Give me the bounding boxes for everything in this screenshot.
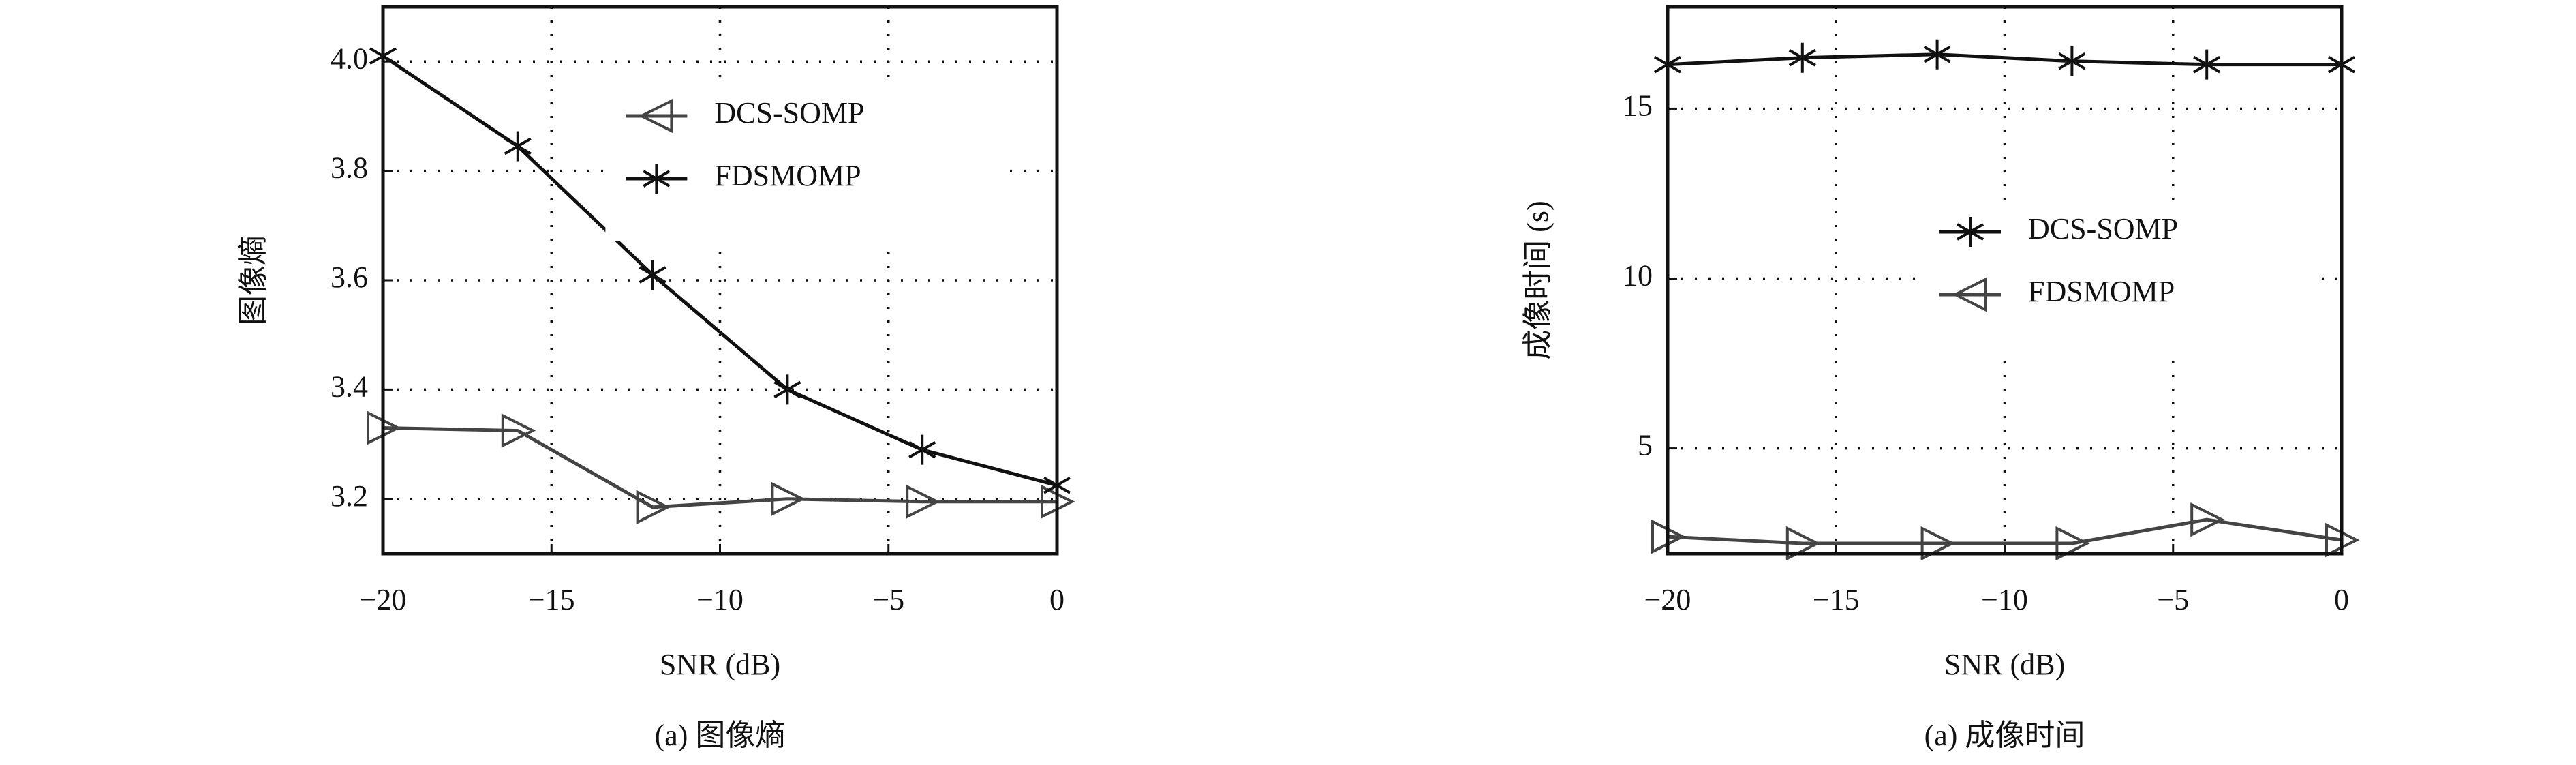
marker: [1920, 526, 1956, 561]
marker: [2193, 49, 2221, 80]
marker: [1956, 217, 1984, 247]
x-tick-label: −15: [1813, 583, 1860, 616]
series-line: [1667, 518, 2342, 545]
x-tick-label: −5: [872, 583, 904, 616]
marker: [1785, 526, 1821, 561]
x-tick-label: −15: [528, 583, 575, 616]
marker: [638, 98, 673, 134]
x-tick-label: −20: [360, 583, 407, 616]
y-tick-label: 15: [1623, 89, 1653, 123]
legend-label: FDSMOMP: [714, 159, 861, 192]
marker: [1952, 277, 1987, 312]
marker: [908, 434, 936, 465]
marker: [504, 131, 532, 162]
marker: [2190, 502, 2225, 537]
y-tick-label: 10: [1623, 259, 1653, 292]
legend-label: FDSMOMP: [2028, 275, 2175, 308]
x-axis-label: SNR (dB): [660, 648, 780, 681]
marker: [1788, 42, 1816, 73]
y-tick-label: 3.4: [331, 370, 368, 403]
marker: [636, 490, 671, 525]
series-line: [382, 426, 1057, 509]
y-tick-label: 4.0: [331, 42, 368, 75]
marker: [1923, 39, 1951, 70]
x-tick-label: −10: [1981, 583, 2028, 616]
x-tick-label: −10: [696, 583, 743, 616]
legend-label: DCS-SOMP: [714, 96, 864, 130]
marker: [2058, 46, 2086, 76]
marker: [771, 481, 806, 517]
x-tick-label: −20: [1644, 583, 1691, 616]
y-tick-label: 3.2: [331, 479, 368, 513]
marker: [643, 164, 671, 194]
plot-frame: [381, 5, 1059, 556]
marker: [773, 374, 801, 405]
y-tick-label: 3.6: [331, 260, 368, 294]
caption: (a) 成像时间: [1925, 719, 2085, 752]
y-axis-label: 成像时间 (s): [1521, 200, 1554, 359]
x-tick-label: 0: [2334, 583, 2349, 616]
plot-frame: [1666, 5, 2344, 556]
y-axis-label: 图像熵: [236, 235, 270, 325]
marker: [906, 484, 940, 520]
caption: (a) 图像熵: [655, 719, 786, 752]
x-tick-label: −5: [2157, 583, 2189, 616]
chart: 3.2 3.4 3.6 3.8 4.0 −20 −15 −10 −5 0 DCS-SOMP FDSMO…: [236, 5, 1075, 752]
x-tick-label: 0: [1049, 583, 1064, 616]
x-axis-label: SNR (dB): [1944, 648, 2065, 681]
marker: [501, 413, 536, 448]
y-tick-label: 3.8: [331, 151, 368, 185]
marker: [639, 259, 666, 290]
series-line: [1667, 52, 2342, 67]
chart: 5 10 15 −20 −15 −10 −5 0 DCS-SOMP FDSMOMP SNR (dB)…: [1521, 5, 2360, 752]
legend-label: DCS-SOMP: [2028, 212, 2178, 245]
marker: [2055, 526, 2090, 561]
series-line: [382, 55, 1058, 487]
y-tick-label: 5: [1638, 429, 1653, 462]
